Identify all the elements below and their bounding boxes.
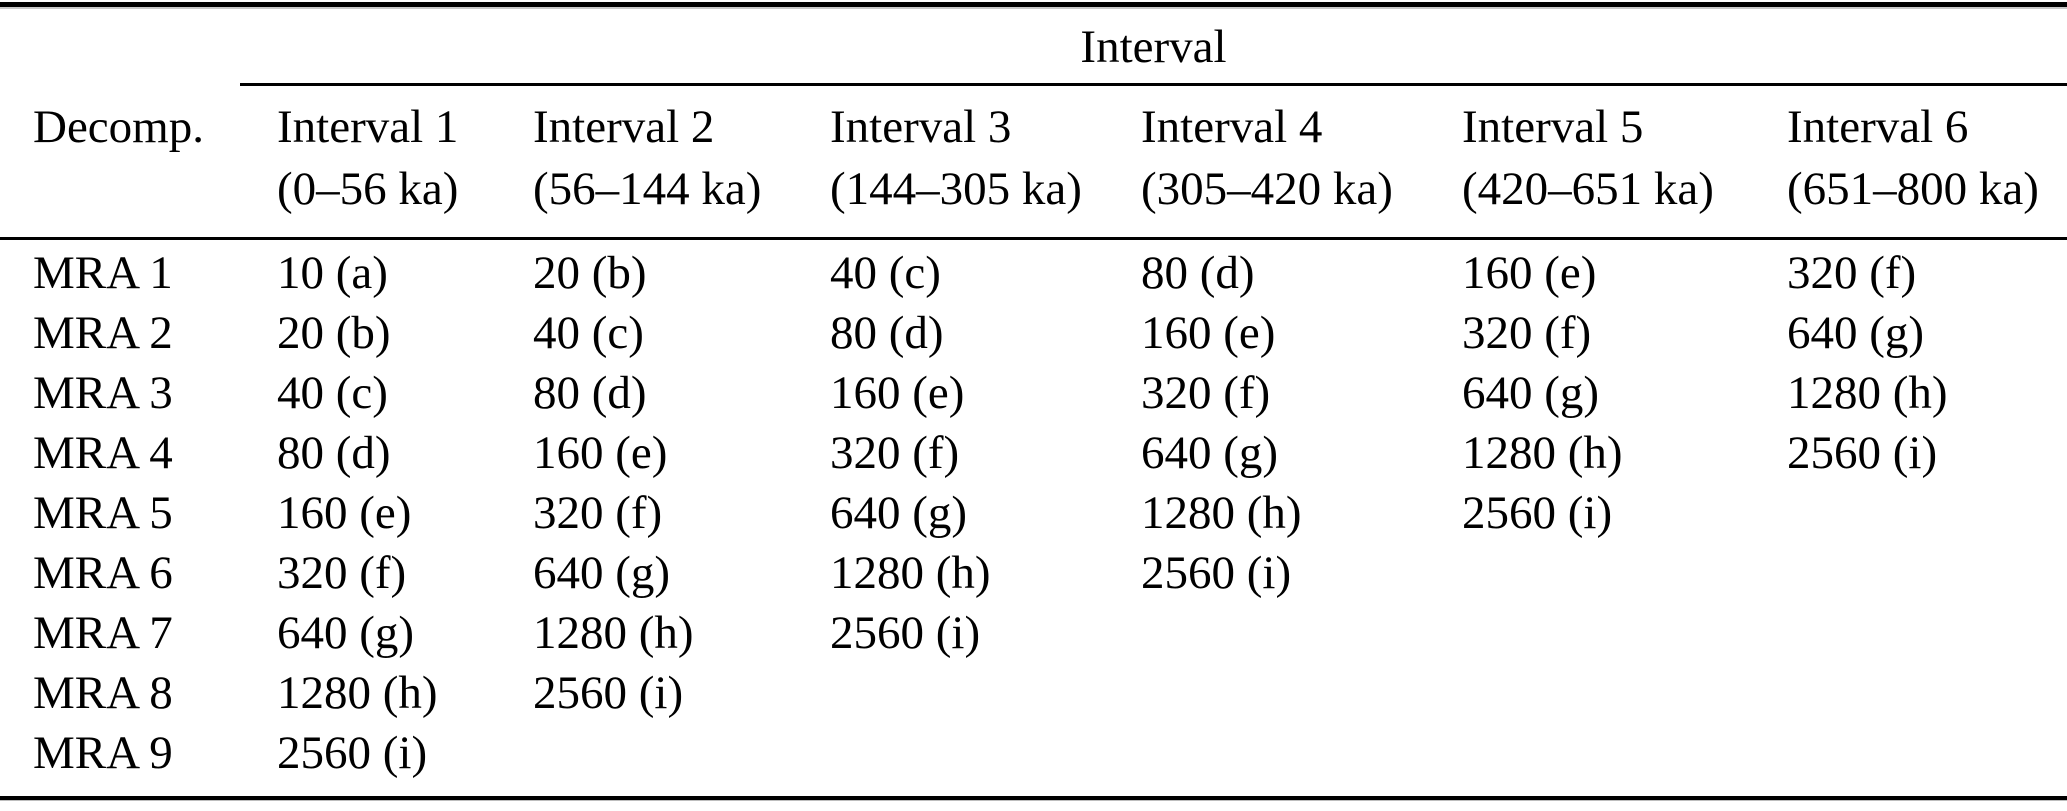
table-cell: 80 (d)	[1141, 247, 1255, 299]
table-cell: 80 (d)	[277, 427, 391, 479]
table-cell	[1787, 603, 2067, 663]
table-cell: 80 (d)	[533, 367, 647, 419]
table-top-rule	[0, 2, 2067, 9]
row-label: MRA 3	[33, 367, 173, 419]
table-header-row: Decomp. Interval 1 (0–56 ka) Interval 2 …	[0, 86, 2067, 237]
table-cell: 2560 (i)	[1141, 547, 1292, 599]
row-label: MRA 1	[33, 247, 173, 299]
table-cell: 640 (g)	[1141, 427, 1279, 479]
column-header-name: Interval 2	[533, 101, 715, 153]
table-cell	[1462, 603, 1787, 663]
table-cell: 320 (f)	[1787, 247, 1917, 299]
interval-span-label: Interval	[1080, 21, 1227, 73]
table-cell	[1141, 663, 1462, 723]
table-cell: 640 (g)	[277, 607, 415, 659]
table-cell	[1462, 543, 1787, 603]
table-cell: 40 (c)	[533, 307, 644, 359]
table-cell: 160 (e)	[277, 487, 412, 539]
column-header-name: Interval 5	[1462, 101, 1644, 153]
column-header-range: (0–56 ka)	[277, 163, 459, 215]
table-cell: 2560 (i)	[1787, 427, 1938, 479]
table-cell	[1141, 603, 1462, 663]
table-cell: 20 (b)	[533, 247, 647, 299]
table-cell: 1280 (h)	[533, 607, 694, 659]
table-cell	[1787, 723, 2067, 783]
column-header-interval-4: Interval 4 (305–420 ka)	[1141, 96, 1462, 220]
column-header-range: (56–144 ka)	[533, 163, 762, 215]
row-label: MRA 7	[33, 607, 173, 659]
table-cell: 640 (g)	[1462, 367, 1600, 419]
column-header-name: Interval 4	[1141, 101, 1323, 153]
table-cell: 640 (g)	[1787, 307, 1925, 359]
table-cell	[1787, 663, 2067, 723]
column-header-name: Interval 6	[1787, 101, 1969, 153]
row-label: MRA 8	[33, 667, 173, 719]
table-cell: 320 (f)	[277, 547, 407, 599]
table-header-rule	[0, 237, 2067, 240]
table-cell	[533, 723, 830, 783]
table-cell: 1280 (h)	[1141, 487, 1302, 539]
table-cell: 320 (f)	[1141, 367, 1271, 419]
table-cell: 320 (f)	[830, 427, 960, 479]
table-cell: 10 (a)	[277, 247, 388, 299]
table-cell: 640 (g)	[830, 487, 968, 539]
column-header-name: Interval 1	[277, 101, 459, 153]
table-cell: 160 (e)	[1141, 307, 1276, 359]
row-label: MRA 6	[33, 547, 173, 599]
column-header-range: (305–420 ka)	[1141, 163, 1393, 215]
table-cell: 20 (b)	[277, 307, 391, 359]
table-cell	[1141, 723, 1462, 783]
column-header-interval-2: Interval 2 (56–144 ka)	[533, 96, 830, 220]
row-label: MRA 4	[33, 427, 173, 479]
table-cell: 320 (f)	[1462, 307, 1592, 359]
column-header-range: (651–800 ka)	[1787, 163, 2039, 215]
column-header-interval-6: Interval 6 (651–800 ka)	[1787, 96, 2067, 220]
table-cell: 160 (e)	[830, 367, 965, 419]
table-cell: 160 (e)	[1462, 247, 1597, 299]
table-cell: 1280 (h)	[1462, 427, 1623, 479]
table-cell	[1462, 663, 1787, 723]
table-cell: 80 (d)	[830, 307, 944, 359]
table-cell: 160 (e)	[533, 427, 668, 479]
table-cell	[830, 663, 1141, 723]
table-cell: 1280 (h)	[830, 547, 991, 599]
column-header-interval-1: Interval 1 (0–56 ka)	[277, 96, 533, 220]
table-body: MRA 1 10 (a) 20 (b) 40 (c) 80 (d) 160 (e…	[0, 240, 2067, 783]
table-cell: 2560 (i)	[1462, 487, 1613, 539]
column-header-decomp: Decomp.	[33, 96, 277, 220]
column-header-range: (144–305 ka)	[830, 163, 1082, 215]
row-label: MRA 5	[33, 487, 173, 539]
table-cell: 1280 (h)	[1787, 367, 1948, 419]
table-cell: 2560 (i)	[533, 667, 684, 719]
table-cell: 2560 (i)	[277, 727, 428, 779]
row-label: MRA 9	[33, 727, 173, 779]
column-header-interval-5: Interval 5 (420–651 ka)	[1462, 96, 1787, 220]
table-cell: 320 (f)	[533, 487, 663, 539]
table-cell: 640 (g)	[533, 547, 671, 599]
table-cell	[1787, 543, 2067, 603]
table-bottom-rule	[0, 796, 2067, 801]
column-header-range: (420–651 ka)	[1462, 163, 1714, 215]
interval-span-header: Interval	[240, 9, 2067, 86]
column-header-name: Decomp.	[33, 101, 204, 153]
table-cell	[1787, 483, 2067, 543]
column-header-name: Interval 3	[830, 101, 1012, 153]
row-label: MRA 2	[33, 307, 173, 359]
column-header-interval-3: Interval 3 (144–305 ka)	[830, 96, 1141, 220]
table-cell: 40 (c)	[830, 247, 941, 299]
table-cell: 1280 (h)	[277, 667, 438, 719]
table-cell	[830, 723, 1141, 783]
table-cell: 2560 (i)	[830, 607, 981, 659]
table-cell: 40 (c)	[277, 367, 388, 419]
table-cell	[1462, 723, 1787, 783]
